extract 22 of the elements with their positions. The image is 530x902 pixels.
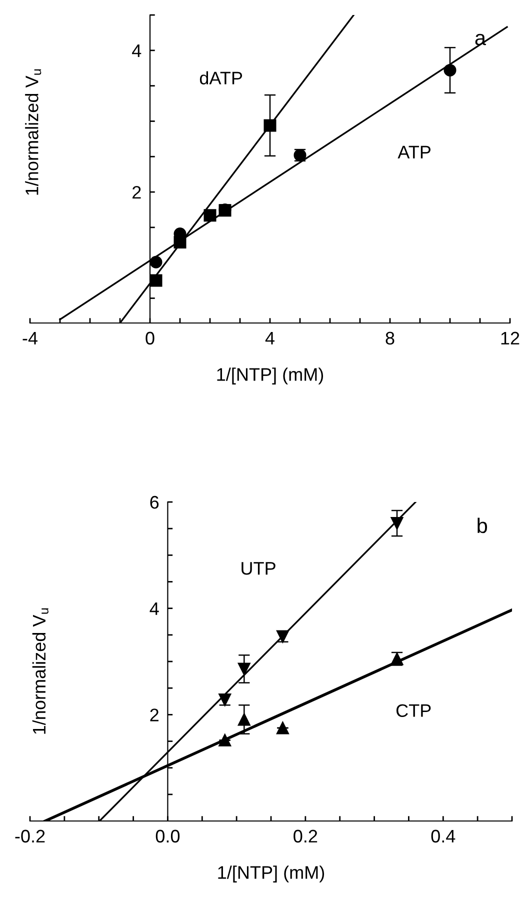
y-axis-title: 1/normalized V$_{u}$ bbox=[32, 608, 48, 734]
y-tick-label: 2 bbox=[150, 708, 158, 722]
x-axis-title: 1/[NTP] (mM) bbox=[217, 368, 324, 384]
x-tick-label: -4 bbox=[22, 332, 38, 344]
text: UTP bbox=[242, 562, 276, 575]
text: ATP bbox=[398, 146, 431, 158]
x-tick-label: 0.4 bbox=[431, 830, 456, 843]
y-tick-label: 2 bbox=[132, 186, 141, 199]
text: dATP bbox=[200, 71, 242, 84]
text: CTP bbox=[396, 704, 431, 717]
x-tick-label: -0.2 bbox=[15, 830, 45, 843]
y-axis-title: 1/normalized V$_{u}$ bbox=[25, 69, 42, 195]
annotation: b bbox=[478, 518, 488, 534]
x-tick-label: 0.2 bbox=[294, 830, 318, 843]
x-tick-label: 0.0 bbox=[156, 830, 180, 843]
x-tick-label: 8 bbox=[386, 332, 394, 345]
x-tick-label: 4 bbox=[265, 332, 274, 344]
y-tick-label: 6 bbox=[150, 496, 159, 509]
x-tick-label: 12 bbox=[501, 332, 520, 344]
x-axis-title: 1/[NTP] (mM) bbox=[218, 866, 324, 882]
y-tick-label: 4 bbox=[150, 602, 159, 615]
x-tick-label: 0 bbox=[146, 332, 154, 345]
